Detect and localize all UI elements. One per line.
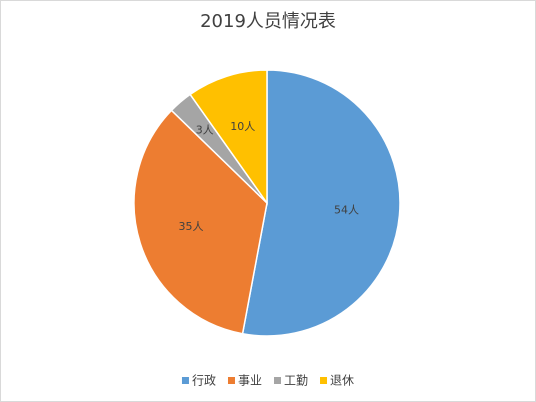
data-label: 3人 (196, 123, 214, 136)
legend-marker (227, 377, 235, 384)
legend-marker (181, 377, 189, 384)
pie-slice (133, 109, 268, 335)
legend-label: 工勤 (284, 374, 308, 388)
legend-label: 事业 (238, 374, 262, 388)
data-label: 54人 (334, 203, 359, 216)
legend-label: 行政 (192, 374, 216, 388)
pie-slice (241, 69, 401, 337)
data-label: 10人 (230, 120, 255, 133)
data-label: 35人 (178, 220, 203, 233)
legend: 行政 事业 工勤 退休 (181, 374, 354, 388)
pie-slice (189, 69, 268, 206)
legend-label: 退休 (330, 374, 354, 388)
legend-marker (274, 377, 281, 384)
legend-marker (320, 377, 328, 384)
chart-title: 2019人员情况表 (200, 11, 336, 32)
labels: 54人 35人 3人 10人 (178, 120, 359, 233)
slices (133, 69, 401, 337)
